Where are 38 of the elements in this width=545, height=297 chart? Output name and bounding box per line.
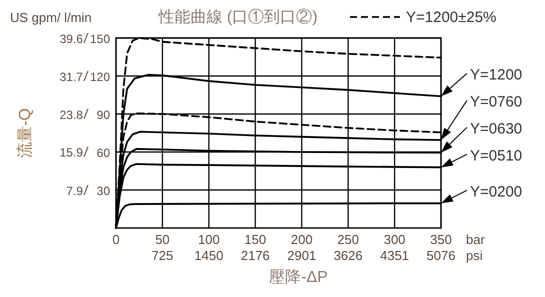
x-tick-label: 100 <box>198 232 220 247</box>
x-axis-title: 壓降-ΔP <box>269 269 328 286</box>
legend-label: Y=0630 <box>470 120 522 138</box>
text: US gpm/ l/min <box>10 10 92 25</box>
y-tick-label: 15.9 <box>60 146 84 160</box>
x2-tick-label: 1450 <box>194 248 224 263</box>
x2-tick-label: 2901 <box>287 248 316 263</box>
text: Y=0760 <box>470 93 522 110</box>
x2-tick-label: 5076 <box>426 248 456 263</box>
x2-tick-label: 4351 <box>380 248 410 263</box>
y-axis-title: 流量-Q <box>16 108 34 158</box>
y2-tick-label: 60 <box>96 146 110 160</box>
y-tick-label: 23.8 <box>60 108 84 122</box>
x-tick-label: 200 <box>290 232 313 247</box>
x-tick-label: 150 <box>244 232 266 247</box>
y-tick-label: 7.9 <box>66 184 84 198</box>
x2-tick-label: 2176 <box>240 248 270 263</box>
legend-label: Y=1200±25% <box>406 9 496 26</box>
y-tick-label: 39.6 <box>60 32 84 46</box>
x-tick-label: 250 <box>337 232 359 247</box>
x-tick-label: 0 <box>112 232 120 247</box>
legend-label: Y=0200 <box>470 183 522 200</box>
chart-title: 性能曲線 (口①到口②) <box>157 8 318 26</box>
x-tick-label: 50 <box>155 232 170 247</box>
x-tick-label: 300 <box>384 232 406 247</box>
y2-tick-label: 150 <box>90 32 110 46</box>
y2-tick-label: 90 <box>96 108 110 122</box>
x2-tick-label: 725 <box>152 248 174 263</box>
x2-tick-label: 3626 <box>334 248 363 263</box>
y2-tick-label: 30 <box>96 184 110 198</box>
legend-label: Y=1200 <box>470 66 522 84</box>
text: psi <box>466 248 483 263</box>
y-tick-label: 31.7 <box>60 70 84 84</box>
legend-label: Y=0510 <box>470 147 522 164</box>
x-tick-label: 350 <box>430 232 452 247</box>
text: bar <box>466 232 486 247</box>
y2-tick-label: 120 <box>90 70 110 84</box>
legend: Y=1200±25% <box>350 9 496 26</box>
